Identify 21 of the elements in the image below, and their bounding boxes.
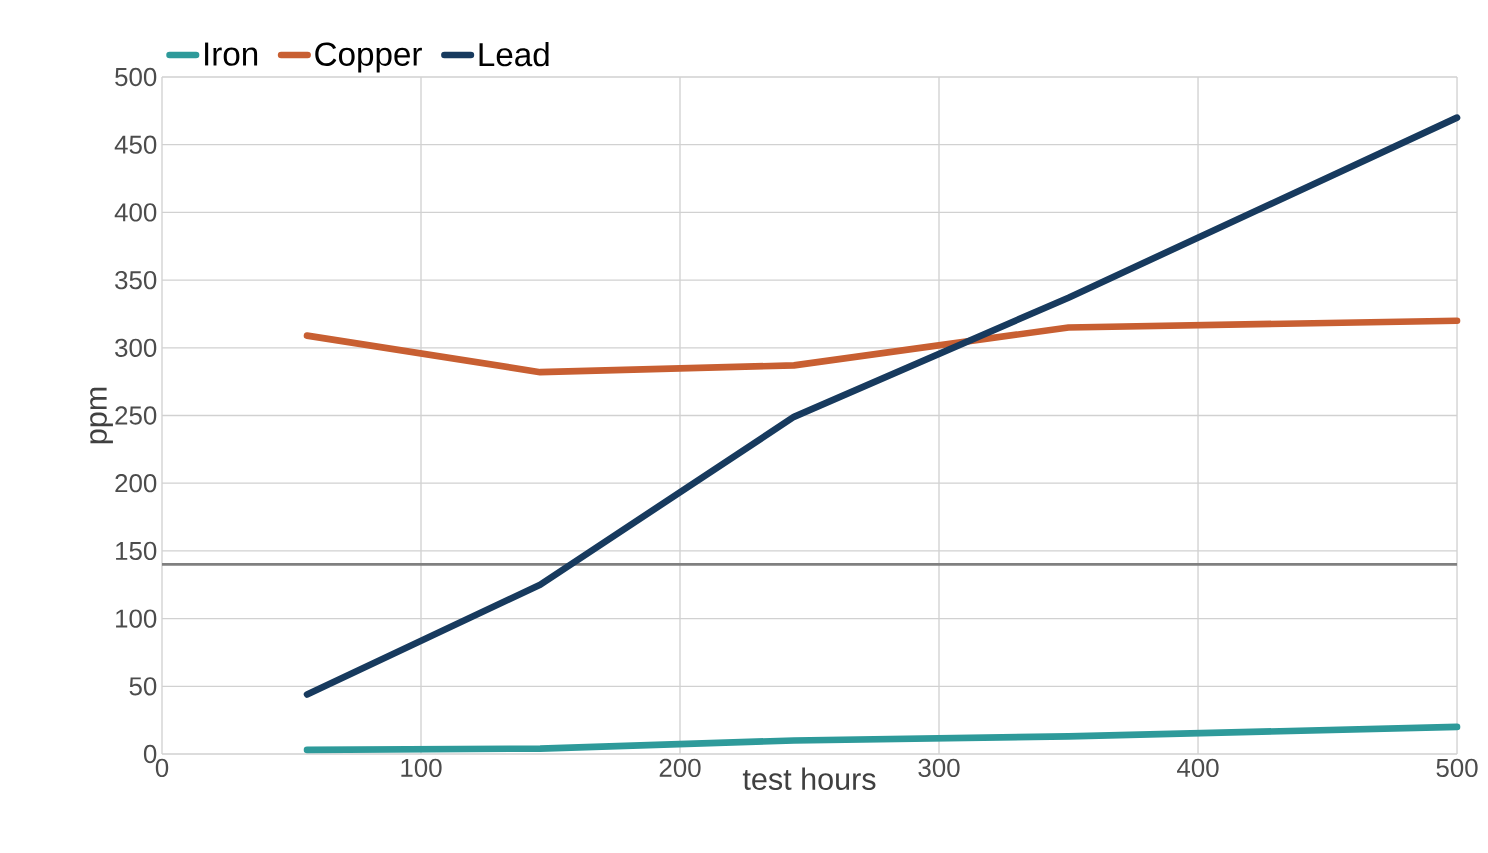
y-tick-label: 0 (143, 744, 157, 764)
y-axis-title: ppm (90, 387, 113, 444)
y-tick-label: 200 (115, 474, 157, 493)
y-tick-label: 400 (114, 203, 157, 222)
y-tick-label: 500 (115, 67, 157, 87)
x-tick-label: 400 (1177, 758, 1219, 778)
x-tick-label: 500 (1436, 758, 1478, 778)
legend-label: Copper (315, 42, 422, 73)
y-tick-label: 250 (115, 406, 157, 425)
y-tick-label: 300 (115, 338, 157, 357)
x-tick-label: 100 (401, 758, 442, 778)
y-tick-label: 350 (115, 270, 157, 290)
x-axis-title: test hours (742, 767, 876, 790)
x-tick-label: 300 (918, 758, 960, 778)
y-tick-label: 450 (114, 135, 157, 154)
legend-label: Lead (479, 41, 549, 67)
y-tick-label: 100 (116, 609, 157, 628)
y-tick-label: 50 (129, 677, 157, 696)
legend-label: Iron (205, 42, 258, 66)
y-tick-label: 150 (116, 541, 157, 561)
x-tick-label: 200 (659, 758, 701, 778)
